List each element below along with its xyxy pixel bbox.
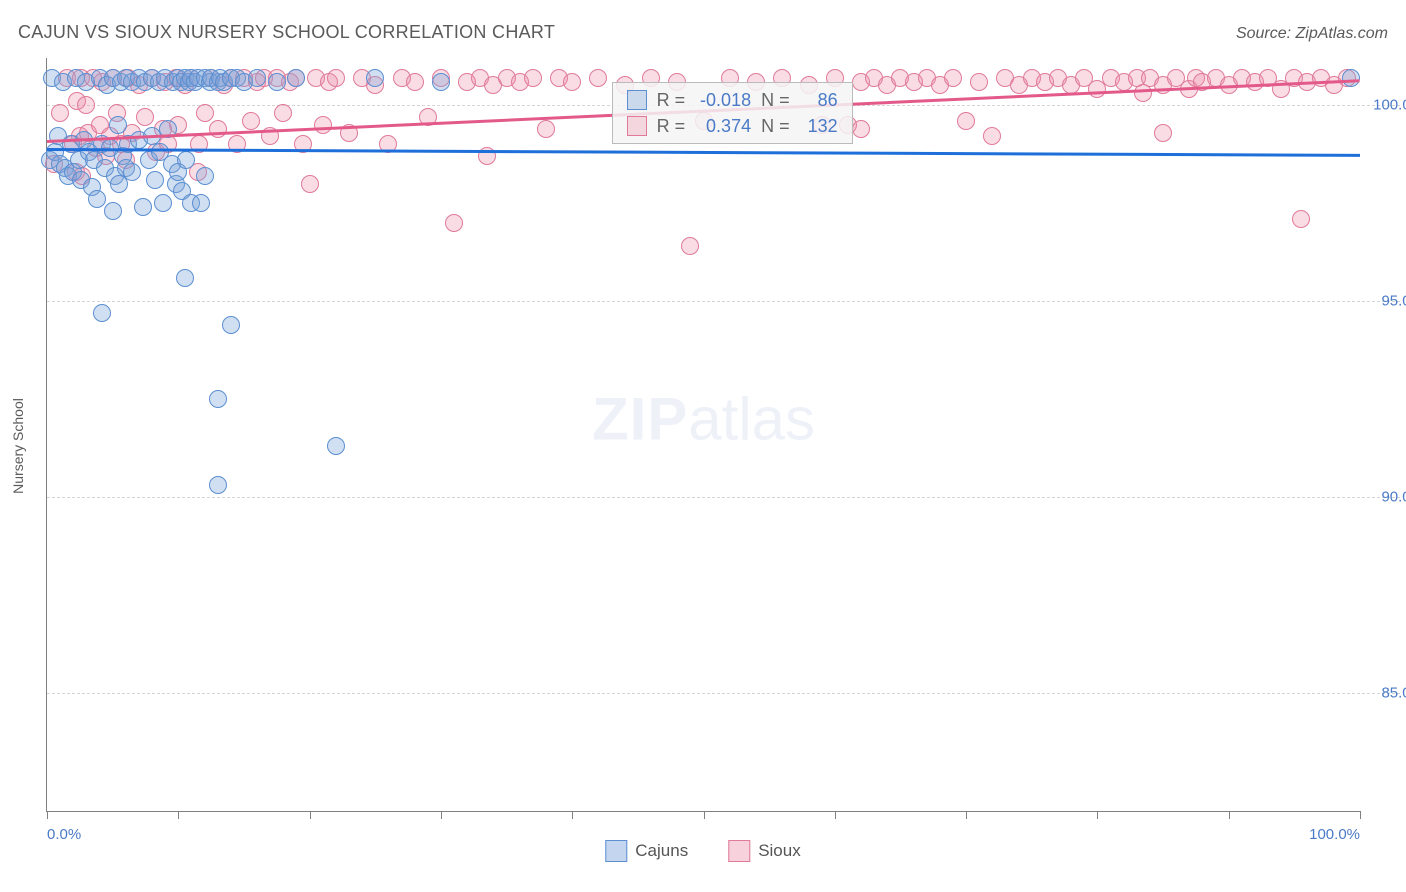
grid-line — [47, 693, 1400, 694]
y-tick-label: 95.0% — [1381, 293, 1406, 310]
stats-r-label: R = — [657, 113, 686, 139]
source-text: Source: ZipAtlas.com — [1236, 25, 1388, 43]
scatter-point — [93, 304, 111, 322]
x-tick-label: 0.0% — [47, 826, 81, 843]
scatter-point — [146, 171, 164, 189]
scatter-point — [327, 69, 345, 87]
y-tick-label: 100.0% — [1373, 97, 1406, 114]
legend-item: Sioux — [728, 840, 801, 862]
scatter-point — [983, 127, 1001, 145]
stats-box: R = -0.018 N = 86 R = 0.374 N = 132 — [612, 82, 853, 144]
scatter-point — [222, 316, 240, 334]
scatter-point — [209, 476, 227, 494]
stats-r-label: R = — [657, 87, 686, 113]
scatter-point — [209, 390, 227, 408]
x-tick — [1229, 811, 1230, 819]
scatter-point — [123, 163, 141, 181]
scatter-point — [314, 116, 332, 134]
x-tick — [1097, 811, 1098, 819]
scatter-point — [248, 69, 266, 87]
watermark-light: atlas — [688, 386, 815, 453]
scatter-point — [327, 437, 345, 455]
scatter-point — [852, 120, 870, 138]
x-tick — [310, 811, 311, 819]
scatter-point — [970, 73, 988, 91]
scatter-point — [589, 69, 607, 87]
scatter-point — [196, 104, 214, 122]
scatter-point — [1134, 84, 1152, 102]
scatter-point — [1154, 124, 1172, 142]
x-tick — [1360, 811, 1361, 819]
legend-label: Sioux — [758, 841, 801, 861]
stats-n-label: N = — [761, 87, 790, 113]
scatter-point — [681, 237, 699, 255]
stats-swatch — [627, 116, 647, 136]
scatter-point — [406, 73, 424, 91]
x-tick — [178, 811, 179, 819]
y-tick-label: 90.0% — [1381, 489, 1406, 506]
scatter-point — [944, 69, 962, 87]
scatter-point — [268, 73, 286, 91]
grid-line — [47, 301, 1400, 302]
scatter-point — [366, 69, 384, 87]
stats-row: R = 0.374 N = 132 — [627, 113, 838, 139]
x-tick — [47, 811, 48, 819]
stats-row: R = -0.018 N = 86 — [627, 87, 838, 113]
scatter-point — [445, 214, 463, 232]
scatter-point — [154, 194, 172, 212]
scatter-point — [109, 116, 127, 134]
grid-line — [47, 497, 1400, 498]
scatter-point — [242, 112, 260, 130]
legend-swatch — [605, 840, 627, 862]
scatter-point — [196, 167, 214, 185]
scatter-point — [957, 112, 975, 130]
x-tick — [966, 811, 967, 819]
x-tick-label: 100.0% — [1309, 826, 1360, 843]
scatter-point — [301, 175, 319, 193]
x-tick — [835, 811, 836, 819]
scatter-point — [1292, 210, 1310, 228]
scatter-point — [1342, 69, 1360, 87]
scatter-point — [134, 198, 152, 216]
scatter-point — [88, 190, 106, 208]
watermark: ZIPatlas — [592, 385, 815, 454]
stats-n-value: 132 — [800, 113, 838, 139]
scatter-point — [537, 120, 555, 138]
stats-r-value: 0.374 — [695, 113, 751, 139]
header: CAJUN VS SIOUX NURSERY SCHOOL CORRELATIO… — [18, 22, 1388, 43]
x-tick — [441, 811, 442, 819]
scatter-point — [177, 151, 195, 169]
scatter-point — [563, 73, 581, 91]
legend-item: Cajuns — [605, 840, 688, 862]
scatter-point — [524, 69, 542, 87]
scatter-point — [77, 96, 95, 114]
scatter-point — [274, 104, 292, 122]
scatter-point — [176, 269, 194, 287]
scatter-point — [104, 202, 122, 220]
y-tick-label: 85.0% — [1381, 685, 1406, 702]
stats-swatch — [627, 90, 647, 110]
x-tick — [704, 811, 705, 819]
y-axis-label: Nursery School — [10, 398, 26, 494]
stats-r-value: -0.018 — [695, 87, 751, 113]
x-tick — [572, 811, 573, 819]
scatter-point — [136, 108, 154, 126]
legend-swatch — [728, 840, 750, 862]
stats-n-value: 86 — [800, 87, 838, 113]
chart-plot-area: ZIPatlas 85.0%90.0%95.0%100.0%0.0%100.0%… — [46, 58, 1360, 812]
legend-label: Cajuns — [635, 841, 688, 861]
stats-n-label: N = — [761, 113, 790, 139]
watermark-bold: ZIP — [592, 386, 688, 453]
scatter-point — [51, 104, 69, 122]
scatter-point — [287, 69, 305, 87]
chart-title: CAJUN VS SIOUX NURSERY SCHOOL CORRELATIO… — [18, 22, 555, 43]
scatter-point — [192, 194, 210, 212]
trend-line — [47, 148, 1360, 156]
scatter-point — [432, 73, 450, 91]
legend: Cajuns Sioux — [605, 840, 800, 862]
